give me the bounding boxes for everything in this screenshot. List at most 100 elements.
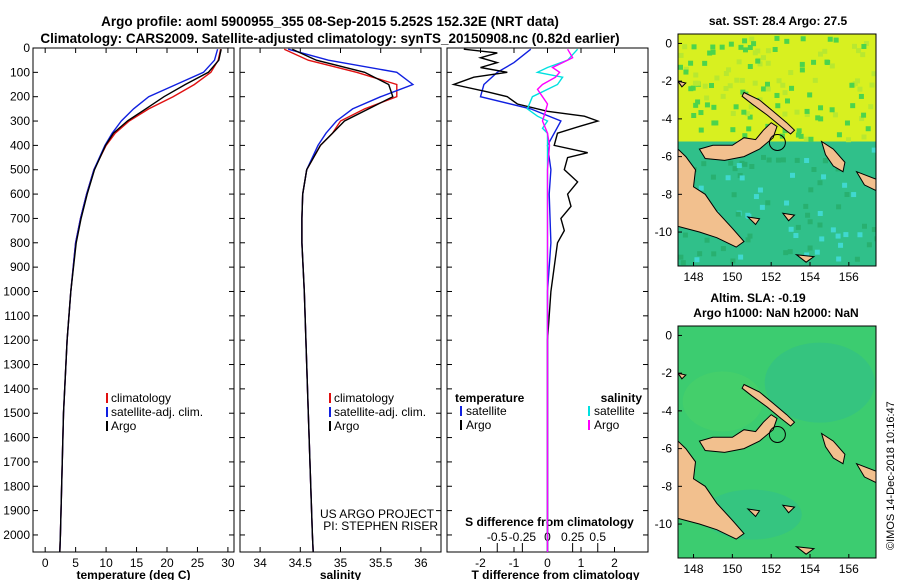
depth-label: 1200 (3, 333, 30, 347)
land-islet (794, 254, 816, 263)
sst-speckle (739, 160, 745, 166)
sla_map-xtick-label: 148 (684, 562, 704, 576)
difference-xtick-label: -1 (509, 556, 520, 570)
salinity-xtick-label: 36 (414, 556, 428, 570)
sst-speckle (799, 61, 805, 67)
sst-speckle (784, 38, 790, 44)
depth-label: 1500 (3, 406, 30, 420)
sst-speckle (761, 86, 767, 92)
temperature-xtick-label: 0 (42, 556, 49, 570)
sst-speckle (811, 167, 817, 173)
sst-speckle (749, 164, 755, 170)
temperature-series-red (59, 49, 222, 553)
sst-speckle (698, 110, 704, 116)
sst-speckle (719, 44, 725, 50)
temperature-xtick-label: 25 (191, 556, 205, 570)
sla_map-ytick-label: -10 (655, 517, 673, 531)
sst-speckle (752, 50, 758, 56)
sst-speckle (862, 223, 868, 229)
sst-speckle (711, 251, 717, 257)
sst-speckle (838, 242, 844, 248)
sst-speckle (799, 67, 805, 73)
difference-series-cyan (526, 48, 579, 552)
sst-speckle (861, 43, 867, 49)
depth-label: 1600 (3, 431, 30, 445)
depth-label: 1100 (4, 309, 30, 323)
sst-speckle (804, 158, 810, 164)
sst-speckle (821, 174, 827, 180)
sst-speckle (691, 44, 697, 50)
sst-speckle (740, 89, 746, 95)
sst-speckle (742, 47, 748, 53)
temperature-xtick-label: 30 (221, 556, 235, 570)
salinity-diff-tick-label: 0.5 (589, 530, 606, 544)
sst-speckle (732, 166, 738, 172)
sst-speckle (736, 163, 742, 169)
sla-map-title-line1: Altim. SLA: -0.19 (710, 291, 806, 305)
sst-speckle (766, 157, 772, 163)
sst-speckle (812, 77, 818, 83)
sst-speckle (697, 251, 703, 257)
sst-speckle (844, 120, 850, 126)
sst-speckle (774, 35, 780, 41)
sst-speckle (817, 210, 823, 216)
depth-label: 600 (10, 187, 30, 201)
land-solomons (855, 170, 876, 192)
sst-speckle (844, 192, 850, 198)
sst-speckle (817, 180, 823, 186)
sst-speckle (678, 254, 684, 260)
sst-speckle (704, 95, 710, 101)
sst_map-xtick-label: 148 (684, 270, 704, 284)
sst-speckle (742, 133, 748, 139)
sst-speckle (788, 226, 794, 232)
salinity-legend-label: climatology (334, 391, 394, 405)
sst-speckle (855, 48, 861, 54)
sst-speckle (829, 63, 835, 69)
sst-speckle (803, 136, 809, 142)
difference-panel: -2 -1 0 1 2-0.5 -0.25 0 0.25 0.5S difference fro… (446, 47, 649, 580)
sst-speckle (702, 60, 708, 66)
temperature-legend-label: satellite-adj. clim. (111, 405, 203, 419)
depth-label: 1700 (3, 455, 30, 469)
sst-speckle (745, 237, 751, 243)
sst_map-ytick-label: -2 (661, 74, 672, 88)
sst-speckle (678, 64, 684, 70)
sla-blob (764, 342, 875, 423)
sst-speckle (852, 81, 858, 87)
land-bougainville (820, 140, 846, 173)
land-islet (781, 504, 796, 514)
sla_map-ytick-label: -8 (661, 479, 672, 493)
sst-speckle (683, 66, 689, 72)
sla_map-ytick-label: -4 (661, 404, 672, 418)
sst-speckle (859, 116, 865, 122)
sst-speckle (789, 172, 795, 178)
sst-speckle (735, 211, 741, 217)
sst-speckle (874, 236, 876, 242)
sst-speckle (757, 187, 763, 193)
sst-speckle (851, 192, 857, 198)
sst-speckle (757, 61, 763, 67)
difference-xtick-label: 2 (611, 556, 618, 570)
sst-speckle (709, 83, 715, 89)
sst-speckle (765, 48, 771, 54)
sla-map-title-line2: Argo h1000: NaN h2000: NaN (693, 306, 858, 320)
salinity-legend-label: Argo (334, 419, 360, 433)
sst-speckle (780, 157, 786, 163)
sst-speckle (808, 187, 814, 193)
sst-speckle (845, 137, 851, 143)
sst-speckle (745, 212, 751, 218)
sst-speckle (730, 258, 736, 264)
sst-speckle (817, 222, 823, 228)
sla_map-xtick-label: 150 (722, 562, 742, 576)
sst-speckle (739, 175, 745, 181)
sst-speckle (794, 157, 800, 163)
sst-speckle (731, 192, 737, 198)
sst-speckle (765, 200, 771, 206)
sst-speckle (860, 52, 866, 58)
depth-label: 700 (10, 211, 30, 225)
sst-speckle (830, 227, 836, 233)
sst_map-ytick-label: -6 (661, 150, 672, 164)
sst-speckle (804, 252, 810, 258)
sst-speckle (772, 46, 778, 52)
sst-speckle (843, 232, 849, 238)
